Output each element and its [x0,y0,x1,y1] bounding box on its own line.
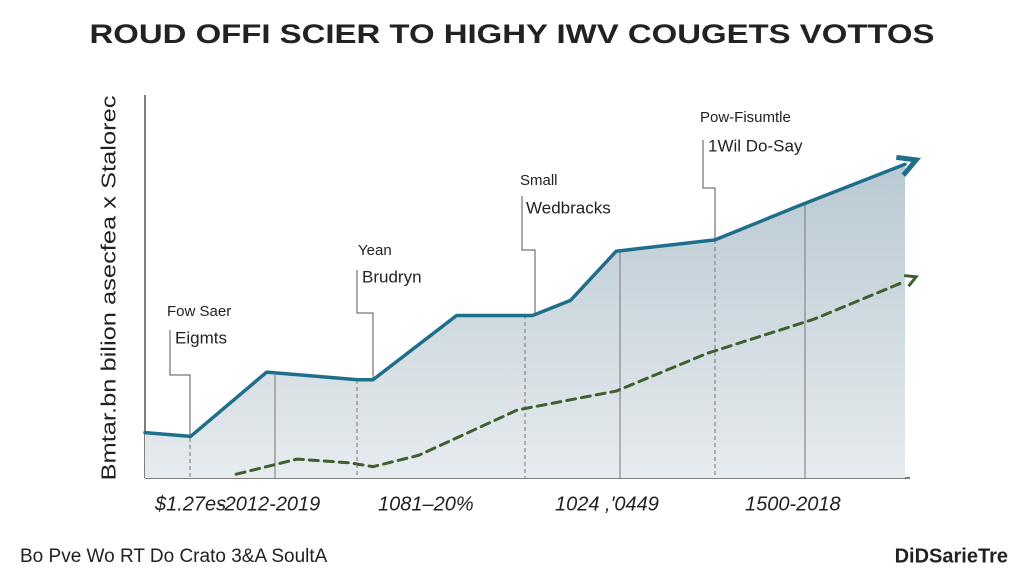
annotation-title: Pow-Fisumtle [700,109,791,126]
line [143,162,907,439]
footer-left: Bo Pve Wo RT Do Crato 3&A SoultA [20,546,328,567]
annotation-title: Small [520,172,558,189]
x-label: $1.27es [154,493,226,515]
annotation-title: Fow Saer [167,303,231,320]
x-label: -2012-2019 [218,493,320,515]
arrow-head [896,154,922,177]
guides [189,205,806,478]
x-label: 1500-2018 [745,493,841,515]
footer-right: DiDSarieTre [895,545,1008,567]
callouts [169,140,716,438]
chart-title: ROUD OFFI SCIER TO HIGHY IWV COUGETS VOT… [90,19,935,49]
x-label: 1024 ,'0449 [555,493,659,515]
annotation-text: Wedbracks [526,198,611,217]
y-axis-label: Bmtar.bn bilion asecfea x Stalorec [98,96,120,481]
annotation-title: Yean [358,242,392,259]
annotation-text: 1Wil Do-Say [708,136,803,155]
arrow-head [903,274,919,288]
annotation-text: Eigmts [175,328,227,347]
annotation-text: Brudryn [362,267,422,286]
x-label: 1081–20% [378,493,474,515]
line [234,279,907,476]
